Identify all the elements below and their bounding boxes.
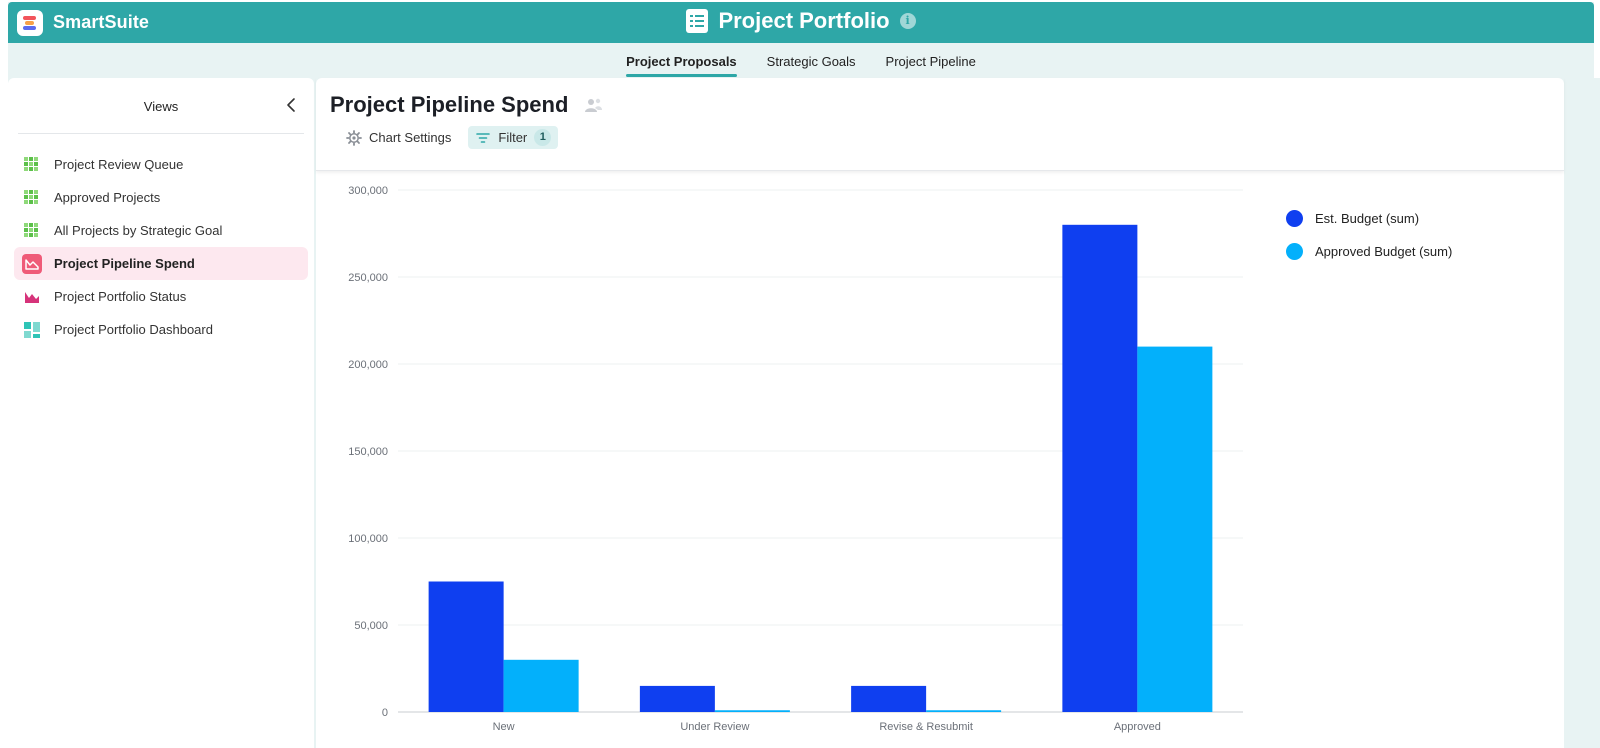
tab-strategic-goals[interactable]: Strategic Goals <box>766 54 856 69</box>
bar-est-budget[interactable] <box>851 685 927 712</box>
sidebar-item-label: Project Portfolio Status <box>54 289 187 304</box>
dashboard-view-icon <box>22 320 42 340</box>
sidebar-item-label: Project Pipeline Spend <box>54 256 195 271</box>
filter-count-badge: 1 <box>534 129 552 146</box>
chart-view-icon <box>22 287 42 307</box>
chart-view-icon <box>22 253 42 274</box>
y-tick-label: 100,000 <box>348 533 388 545</box>
top-bar: SmartSuite Project Portfolio i <box>8 2 1594 43</box>
chart-view-panel: Project Pipeline Spend <box>316 78 1564 748</box>
right-edge <box>1572 78 1600 748</box>
brand-name: SmartSuite <box>53 12 150 32</box>
y-tick-label: 200,000 <box>348 359 388 371</box>
y-tick-label: 0 <box>382 707 388 719</box>
tab-project-pipeline[interactable]: Project Pipeline <box>885 54 976 69</box>
legend-item-est-budget[interactable]: Est. Budget (sum) <box>1286 202 1452 235</box>
app-window: SmartSuite Project Portfolio i Project P… <box>8 2 1600 748</box>
sidebar-title: Views <box>143 99 179 114</box>
bar-approved-budget[interactable] <box>714 710 790 712</box>
y-tick-label: 300,000 <box>348 185 388 197</box>
bar-chart-svg: 0 50,000 100,000 150,000 200,000 250,000 300,0… <box>348 185 1243 733</box>
tab-project-proposals[interactable]: Project Proposals <box>626 43 737 78</box>
app-title: Project Portfolio i <box>8 8 1594 34</box>
chart-settings-label: Chart Settings <box>369 130 452 145</box>
filter-label: Filter <box>498 130 528 145</box>
sidebar-item-all-projects-by-strategic-goal[interactable]: All Projects by Strategic Goal <box>14 214 308 247</box>
sidebar-item-project-portfolio-status[interactable]: Project Portfolio Status <box>14 280 308 313</box>
bar-est-budget[interactable] <box>639 685 715 712</box>
x-tick-label: Under Review <box>680 721 749 733</box>
view-toolbar: Chart Settings Filter 1 <box>339 126 559 149</box>
views-list: Project Review Queue Approved Projects A… <box>8 134 314 346</box>
view-header: Project Pipeline Spend <box>316 78 1564 171</box>
grid-view-icon <box>22 155 42 175</box>
chart-settings-button[interactable]: Chart Settings <box>339 126 458 149</box>
filter-icon <box>476 132 491 143</box>
sidebar-item-approved-projects[interactable]: Approved Projects <box>14 181 308 214</box>
sidebar-item-label: All Projects by Strategic Goal <box>54 223 223 238</box>
view-title: Project Pipeline Spend <box>330 92 569 117</box>
sidebar-header: Views <box>18 78 304 134</box>
y-tick-label: 50,000 <box>354 620 388 632</box>
sidebar-item-project-review-queue[interactable]: Project Review Queue <box>14 148 308 181</box>
x-tick-label: New <box>493 721 515 733</box>
collapse-sidebar-button[interactable] <box>282 94 302 116</box>
x-tick-label: Approved <box>1114 721 1161 733</box>
legend-label: Approved Budget (sum) <box>1315 244 1453 259</box>
bar-approved-budget[interactable] <box>1137 346 1213 712</box>
views-sidebar: Views Project Review Queue Approved Proj… <box>8 78 314 748</box>
legend-swatch <box>1286 243 1303 260</box>
bar-chart: 0 50,000 100,000 150,000 200,000 250,000 300,0… <box>316 172 1564 748</box>
sidebar-item-label: Approved Projects <box>54 190 161 205</box>
shared-users-icon[interactable] <box>583 97 603 113</box>
solution-tabs: Project Proposals Strategic Goals Projec… <box>8 43 1594 78</box>
smartsuite-logo-icon <box>17 9 43 36</box>
app-title-text: Project Portfolio <box>718 8 890 33</box>
bar-est-budget[interactable] <box>428 581 504 713</box>
legend-item-approved-budget[interactable]: Approved Budget (sum) <box>1286 235 1452 268</box>
grid-view-icon <box>22 188 42 208</box>
bar-approved-budget[interactable] <box>503 659 579 712</box>
y-tick-label: 150,000 <box>348 446 388 458</box>
x-tick-label: Revise & Resubmit <box>879 721 973 733</box>
filter-button[interactable]: Filter 1 <box>468 126 559 149</box>
bar-approved-budget[interactable] <box>926 710 1002 712</box>
chevron-left-icon <box>287 98 295 112</box>
bar-est-budget[interactable] <box>1062 224 1138 713</box>
y-tick-label: 250,000 <box>348 272 388 284</box>
sidebar-item-project-pipeline-spend[interactable]: Project Pipeline Spend <box>14 247 308 280</box>
checklist-icon <box>686 9 709 33</box>
sidebar-item-label: Project Review Queue <box>54 157 184 172</box>
info-icon[interactable]: i <box>899 13 916 29</box>
sidebar-item-project-portfolio-dashboard[interactable]: Project Portfolio Dashboard <box>14 313 308 346</box>
chart-legend: Est. Budget (sum) Approved Budget (sum) <box>1286 202 1452 268</box>
brand[interactable]: SmartSuite <box>17 9 149 36</box>
legend-label: Est. Budget (sum) <box>1315 211 1420 226</box>
sidebar-item-label: Project Portfolio Dashboard <box>54 322 213 337</box>
legend-swatch <box>1286 210 1303 227</box>
gear-icon <box>346 129 362 146</box>
grid-view-icon <box>22 221 42 241</box>
